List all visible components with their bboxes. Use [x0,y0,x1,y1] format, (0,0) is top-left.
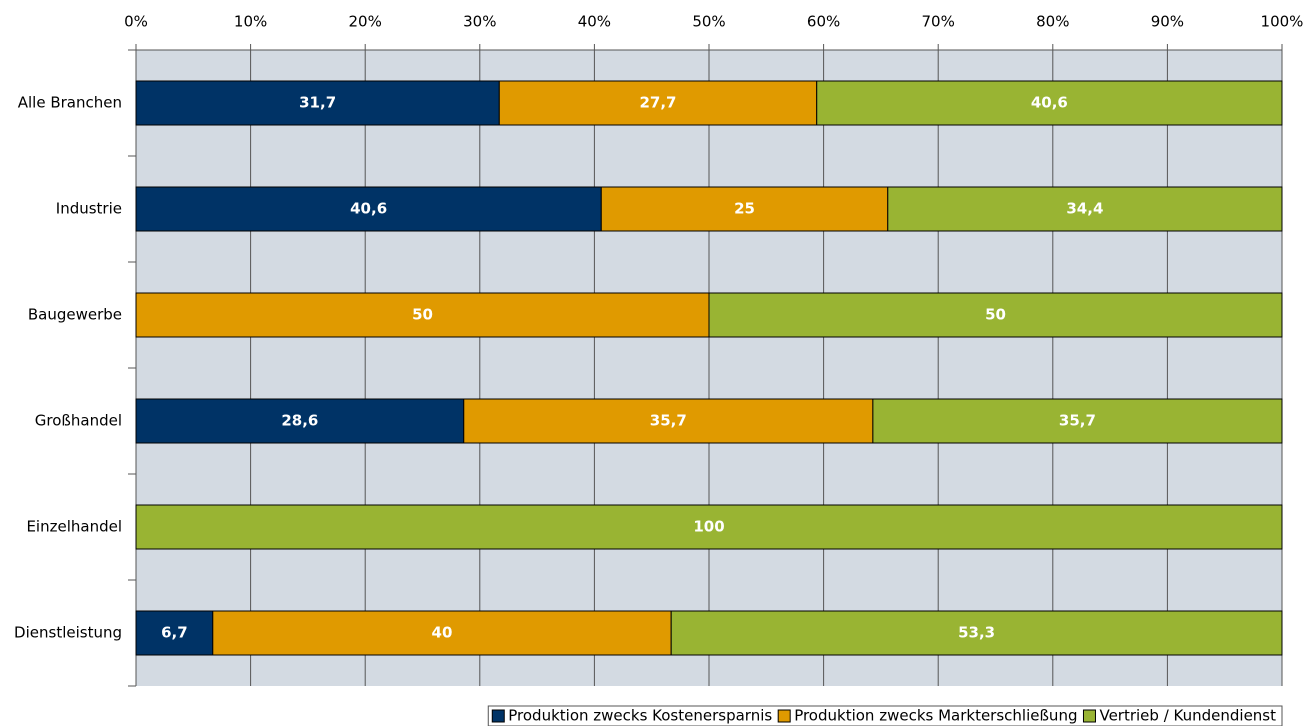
bar-segment [135,398,465,444]
y-tick-label: Einzelhandel [26,518,122,536]
bar-segment [135,610,214,656]
x-tick-label: 50% [692,13,725,31]
legend-label: Vertrieb / Kundendienst [1099,707,1276,725]
data-label: 25 [734,200,755,218]
bar-segment [212,610,672,656]
y-tick-label: Dienstleistung [14,624,122,642]
x-tick-label: 90% [1151,13,1184,31]
data-label: 40,6 [350,200,387,218]
data-label: 6,7 [161,624,188,642]
legend-label: Produktion zwecks Kostenersparnis [508,707,772,725]
bar-segment [135,80,500,126]
x-tick-label: 30% [463,13,496,31]
x-tick-label: 20% [349,13,382,31]
bar-segment [816,80,1283,126]
data-label: 40 [432,624,453,642]
y-tick-label: Großhandel [35,412,122,430]
legend-swatch [491,709,505,723]
x-tick-label: 60% [807,13,840,31]
legend-swatch [777,709,791,723]
data-label: 34,4 [1066,200,1103,218]
data-label: 40,6 [1031,94,1068,112]
bar-segment [872,398,1283,444]
y-tick-label: Industrie [56,200,122,218]
bar-segment [708,292,1283,338]
data-label: 35,7 [1059,412,1096,430]
data-label: 28,6 [281,412,318,430]
x-tick-label: 80% [1036,13,1069,31]
data-label: 100 [693,518,724,536]
bar-segment [498,80,818,126]
bar-segment [463,398,874,444]
data-label: 31,7 [299,94,336,112]
y-tick-label: Baugewerbe [28,306,122,324]
x-tick-label: 100% [1261,13,1304,31]
x-tick-label: 70% [922,13,955,31]
x-tick-label: 0% [124,13,148,31]
bar-segment [887,186,1283,232]
legend-swatch [1082,709,1096,723]
data-label: 50 [985,306,1006,324]
y-tick-label: Alle Branchen [18,94,122,112]
data-label: 53,3 [958,624,995,642]
x-tick-label: 40% [578,13,611,31]
data-label: 27,7 [639,94,676,112]
bar-segment [670,610,1283,656]
x-tick-label: 10% [234,13,267,31]
data-label: 50 [412,306,433,324]
bar-segment [600,186,889,232]
legend-label: Produktion zwecks Markterschließung [794,707,1077,725]
bar-segment [135,504,1283,550]
data-label: 35,7 [650,412,687,430]
bar-segment [135,292,710,338]
